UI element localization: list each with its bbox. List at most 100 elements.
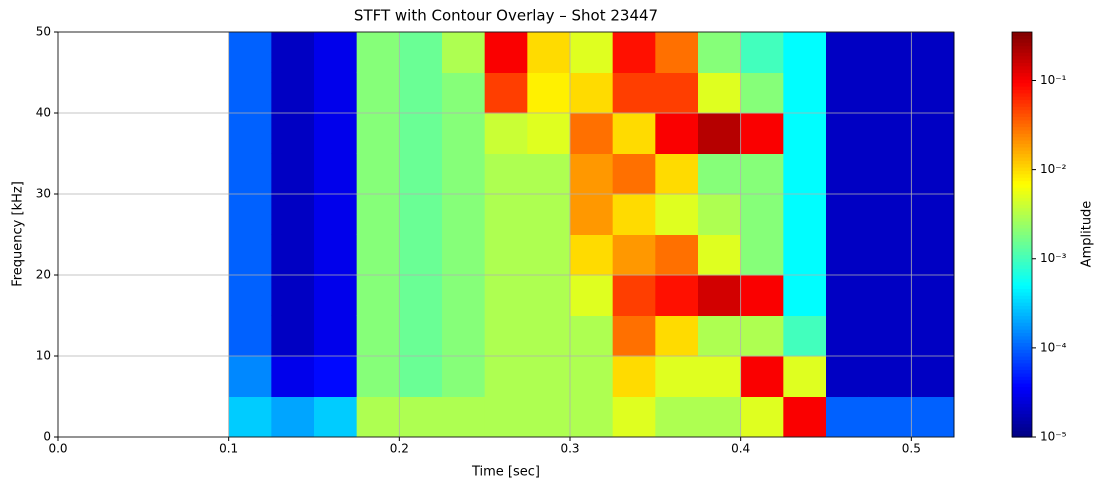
heat-cell <box>698 234 742 276</box>
colorbar-swatch <box>1012 89 1032 94</box>
heat-cell <box>228 234 272 276</box>
heat-cell <box>484 315 528 357</box>
colorbar-swatch <box>1012 248 1032 252</box>
heat-cell <box>698 153 742 195</box>
colorbar-swatch <box>1012 207 1032 212</box>
heat-cell <box>740 275 784 316</box>
heat-cell <box>484 234 528 276</box>
heat-cell <box>612 315 656 357</box>
colorbar-swatch <box>1012 251 1032 256</box>
heat-cell <box>356 356 400 397</box>
heat-cell <box>655 234 699 276</box>
heat-cell <box>655 113 699 154</box>
heat-cell <box>740 153 784 195</box>
heat-cell <box>484 396 528 438</box>
colorbar-swatch <box>1012 217 1032 222</box>
heat-cell <box>570 234 614 276</box>
colorbar-swatch <box>1012 86 1032 90</box>
heat-cell <box>698 315 742 357</box>
heat-cell <box>356 234 400 276</box>
colorbar-swatch <box>1012 150 1032 155</box>
heat-cell <box>826 194 870 235</box>
heat-cell <box>527 153 571 195</box>
heat-cell <box>612 72 656 114</box>
colorbar-swatch <box>1012 221 1032 225</box>
heat-cell <box>271 356 315 397</box>
heat-cell <box>655 153 699 195</box>
heat-cell <box>911 32 955 73</box>
heat-cell <box>314 275 358 316</box>
colorbar-swatch <box>1012 234 1032 239</box>
heat-cell <box>399 194 443 235</box>
heat-cell <box>314 32 358 73</box>
colorbar-swatch <box>1012 386 1032 391</box>
colorbar-swatch <box>1012 413 1032 418</box>
overlay: 0.0 0.1 0.2 0.3 0.4 0.5 0 10 20 30 40 50 <box>36 25 955 456</box>
heat-cell <box>783 356 827 397</box>
colorbar-swatch <box>1012 352 1032 357</box>
heat-cell <box>228 356 272 397</box>
colorbar-swatch <box>1012 366 1032 371</box>
colorbar-swatch <box>1012 254 1032 259</box>
colorbar-swatch <box>1012 298 1032 303</box>
heat-cell <box>527 32 571 73</box>
heat-cell <box>527 275 571 316</box>
colorbar-label: Amplitude <box>1080 201 1095 268</box>
heat-cell <box>570 153 614 195</box>
heat-cell <box>314 315 358 357</box>
y-tick-label: 30 <box>36 187 51 201</box>
heat-cell <box>271 315 315 357</box>
heat-cell <box>570 194 614 235</box>
colorbar-swatch <box>1012 231 1032 236</box>
heat-cell <box>442 234 486 276</box>
heat-cell <box>698 32 742 73</box>
colorbar-swatch <box>1012 190 1032 195</box>
colorbar-swatch <box>1012 113 1032 117</box>
chart-title: STFT with Contour Overlay – Shot 23447 <box>354 7 658 25</box>
heat-cell <box>228 396 272 438</box>
colorbar-tick-label: 10⁻³ <box>1040 251 1067 265</box>
colorbar-swatch <box>1012 69 1032 74</box>
heat-cell <box>612 234 656 276</box>
colorbar-swatch <box>1012 244 1032 249</box>
heat-cell <box>442 113 486 154</box>
heat-cell <box>484 113 528 154</box>
colorbar-swatch <box>1012 426 1032 431</box>
heat-cell <box>356 32 400 73</box>
colorbar-swatch <box>1012 396 1032 401</box>
heat-cell <box>612 396 656 438</box>
colorbar-swatch <box>1012 133 1032 138</box>
colorbar-swatch <box>1012 356 1032 360</box>
heat-cell <box>783 153 827 195</box>
x-tick-label: 0.4 <box>731 442 750 456</box>
colorbar-swatch <box>1012 342 1032 347</box>
heat-cell <box>399 32 443 73</box>
colorbar-swatch <box>1012 116 1032 121</box>
heat-cell <box>228 275 272 316</box>
heat-cell <box>868 72 912 114</box>
colorbar-swatch <box>1012 416 1032 421</box>
colorbar-swatch <box>1012 96 1032 101</box>
heat-cell <box>228 72 272 114</box>
colorbar-frame <box>1011 31 1033 438</box>
colorbar-swatch <box>1012 163 1032 168</box>
colorbar-swatch <box>1012 35 1032 40</box>
colorbar-swatch <box>1012 393 1032 398</box>
heat-cell <box>484 153 528 195</box>
colorbar-swatch <box>1012 369 1032 374</box>
heat-cell <box>527 356 571 397</box>
colorbar-swatch <box>1012 295 1032 300</box>
heat-cell <box>484 194 528 235</box>
heat-cell <box>399 72 443 114</box>
colorbar-swatch <box>1012 210 1032 215</box>
heat-cell <box>612 32 656 73</box>
colorbar-swatch <box>1012 339 1032 344</box>
heat-cell <box>228 32 272 73</box>
colorbar-swatch <box>1012 32 1032 36</box>
heat-cell <box>271 72 315 114</box>
colorbar-swatch <box>1012 379 1032 384</box>
heat-cell <box>826 153 870 195</box>
heat-cell <box>655 356 699 397</box>
colorbar-swatch <box>1012 52 1032 57</box>
